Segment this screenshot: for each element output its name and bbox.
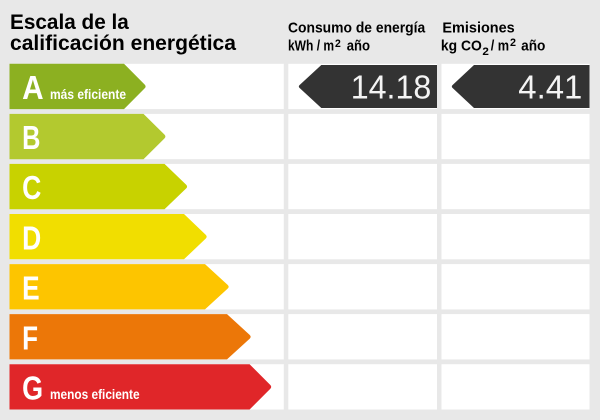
svg-text:año: año [347, 38, 370, 55]
svg-text:Escala de la: Escala de la [10, 11, 129, 34]
svg-text:A: A [22, 69, 43, 106]
svg-text:2: 2 [510, 37, 516, 49]
svg-text:Emisiones: Emisiones [442, 19, 514, 36]
svg-text:C: C [22, 169, 41, 206]
svg-text:2: 2 [335, 38, 341, 50]
svg-text:más eficiente: más eficiente [50, 86, 126, 102]
svg-text:E: E [22, 269, 39, 306]
svg-text:kWh / m: kWh / m [288, 38, 334, 55]
svg-text:calificación energética: calificación energética [10, 32, 236, 55]
svg-text:menos eficiente: menos eficiente [50, 386, 140, 402]
svg-text:4.41: 4.41 [518, 69, 582, 106]
svg-text:año: año [521, 38, 545, 55]
svg-text:D: D [22, 219, 41, 256]
svg-text:F: F [22, 319, 38, 356]
svg-text:14.18: 14.18 [351, 69, 432, 106]
svg-text:2: 2 [482, 46, 489, 58]
svg-text:B: B [22, 119, 40, 156]
svg-text:G: G [22, 370, 43, 407]
svg-text:Consumo de energía: Consumo de energía [288, 19, 426, 36]
svg-text:/ m: / m [491, 38, 509, 55]
svg-text:kg CO: kg CO [441, 38, 482, 55]
